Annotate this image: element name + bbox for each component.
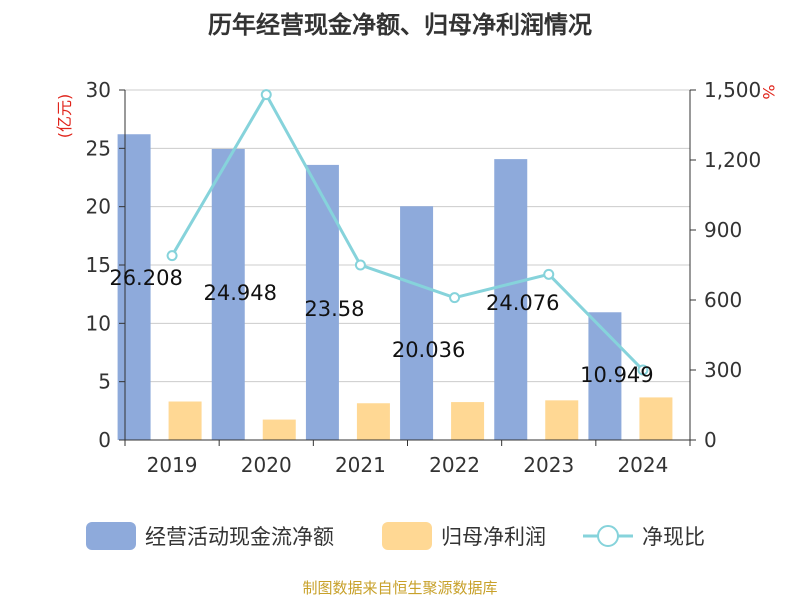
line-point bbox=[166, 250, 178, 262]
legend-label: 经营活动现金流净额 bbox=[145, 525, 334, 549]
legend-item-net-profit: 归母净利润 bbox=[382, 522, 546, 550]
right-axis-unit: % bbox=[759, 84, 778, 99]
x-tick-label: 2024 bbox=[617, 453, 668, 477]
bar-operating-cashflow bbox=[211, 148, 245, 440]
bar-net-profit bbox=[356, 403, 390, 440]
x-tick-label: 2020 bbox=[241, 453, 292, 477]
legend-marker bbox=[597, 525, 619, 547]
left-tick-label: 10 bbox=[86, 311, 111, 335]
left-tick-label: 0 bbox=[98, 428, 111, 452]
data-labels: 26.208 24.948 23.58 20.036 24.076 10.949 bbox=[109, 266, 653, 387]
right-tick-label: 900 bbox=[704, 218, 742, 242]
data-label: 24.948 bbox=[204, 281, 277, 305]
legend-item-operating-cashflow: 经营活动现金流净额 bbox=[86, 522, 334, 550]
bar-net-profit bbox=[451, 402, 485, 440]
x-tick-label: 2023 bbox=[523, 453, 574, 477]
right-tick-label: 300 bbox=[704, 358, 742, 382]
bar-net-profit bbox=[545, 400, 579, 440]
left-tick-label: 20 bbox=[86, 195, 111, 219]
bar-net-profit bbox=[168, 401, 202, 440]
bar-marks bbox=[117, 134, 673, 441]
bar-operating-cashflow bbox=[117, 134, 151, 441]
right-tick-label: 600 bbox=[704, 288, 742, 312]
left-tick-label: 25 bbox=[86, 136, 111, 160]
line-point bbox=[449, 292, 461, 304]
data-label: 10.949 bbox=[580, 363, 653, 387]
data-label: 24.076 bbox=[486, 291, 559, 315]
left-tick-label: 30 bbox=[86, 78, 111, 102]
bar-operating-cashflow bbox=[305, 164, 339, 440]
bar-operating-cashflow bbox=[588, 312, 622, 440]
data-label: 23.58 bbox=[304, 297, 364, 321]
bar-net-profit bbox=[639, 397, 673, 440]
line-point bbox=[260, 89, 272, 101]
x-tick-label: 2021 bbox=[335, 453, 386, 477]
legend-swatch bbox=[382, 522, 432, 550]
line-point bbox=[543, 268, 555, 280]
x-tick-label: 2022 bbox=[429, 453, 480, 477]
right-tick-label: 0 bbox=[704, 428, 717, 452]
left-axis-unit: (亿元) bbox=[55, 94, 74, 139]
line-point bbox=[354, 259, 366, 271]
bar-operating-cashflow bbox=[400, 206, 434, 440]
source-note: 制图数据来自恒生聚源数据库 bbox=[302, 579, 497, 597]
legend-label: 净现比 bbox=[642, 525, 705, 549]
legend-item-net-cash-ratio: 净现比 bbox=[583, 525, 705, 549]
data-label: 26.208 bbox=[109, 266, 182, 290]
line-series bbox=[166, 89, 649, 376]
legend[interactable]: 经营活动现金流净额 归母净利润 净现比 bbox=[86, 522, 705, 550]
right-tick-label: 1,500 bbox=[704, 78, 761, 102]
bar-net-profit bbox=[262, 419, 296, 440]
left-tick-label: 15 bbox=[86, 253, 111, 277]
line-net-cash-ratio bbox=[170, 91, 644, 372]
left-tick-label: 5 bbox=[98, 370, 111, 394]
right-tick-label: 1,200 bbox=[704, 148, 761, 172]
legend-swatch bbox=[86, 522, 136, 550]
bar-operating-cashflow bbox=[494, 159, 528, 440]
x-tick-label: 2019 bbox=[147, 453, 198, 477]
data-label: 20.036 bbox=[392, 338, 465, 362]
legend-label: 归母净利润 bbox=[441, 525, 546, 549]
chart-title: 历年经营现金净额、归母净利润情况 bbox=[208, 11, 592, 39]
line-point bbox=[637, 364, 649, 376]
